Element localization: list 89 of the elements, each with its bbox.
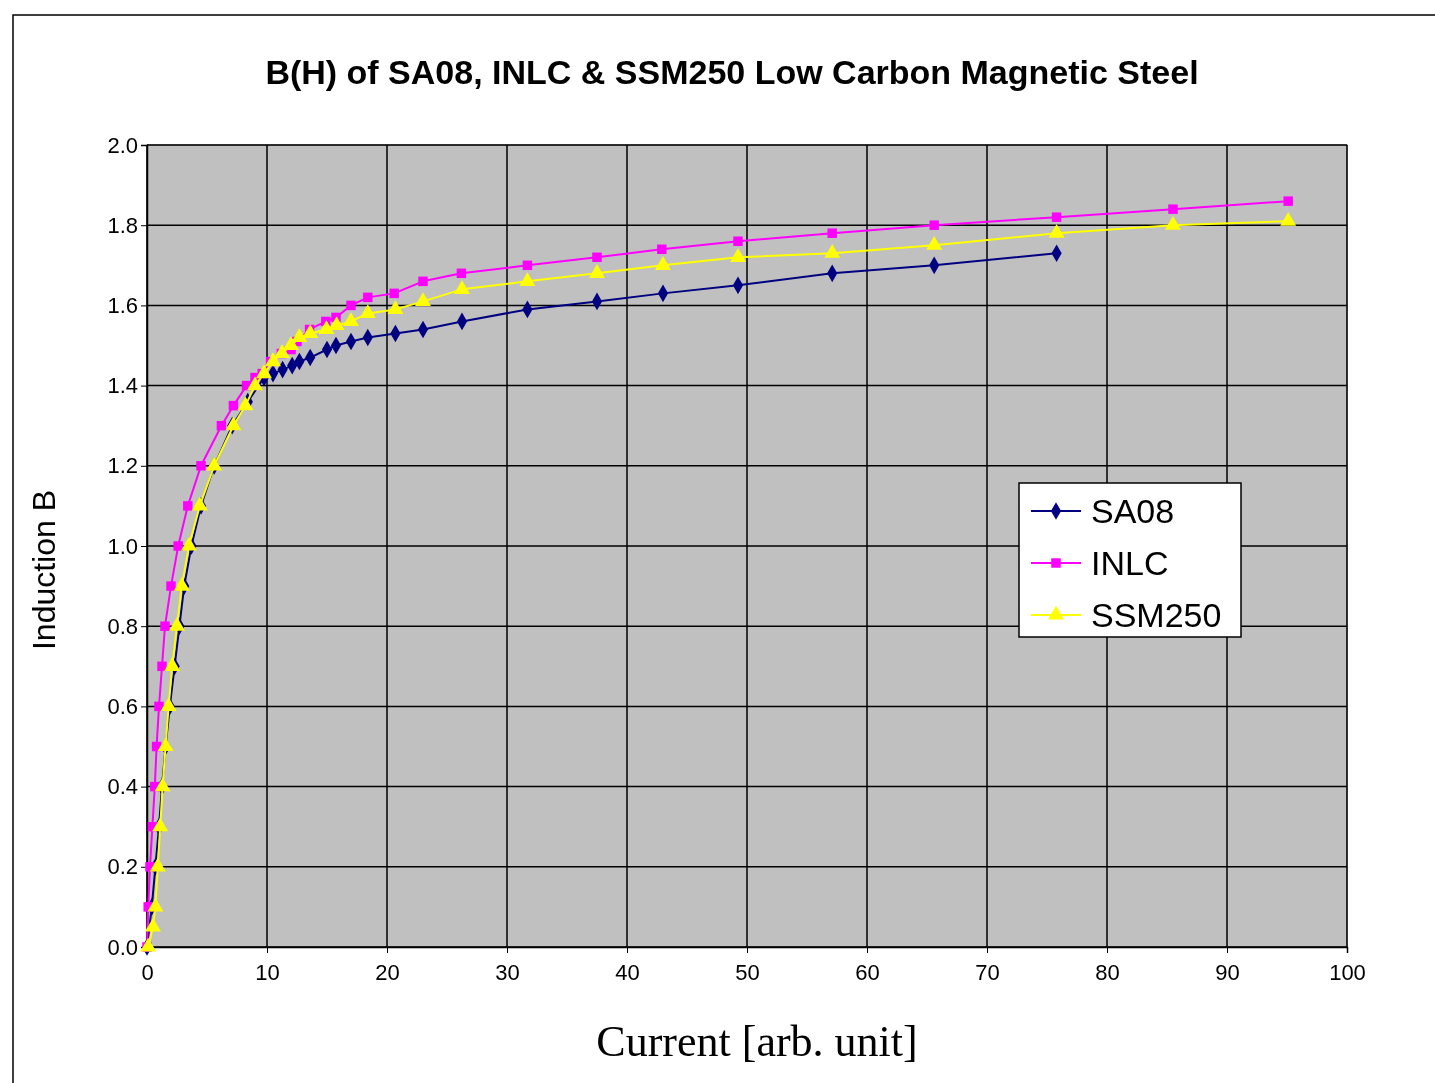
x-tick-label: 60 <box>855 960 880 986</box>
point <box>1165 216 1181 230</box>
point <box>389 288 399 299</box>
point <box>1051 212 1062 222</box>
point <box>655 256 671 270</box>
point <box>827 228 837 238</box>
point <box>256 364 272 379</box>
x-tick-label: 10 <box>255 960 280 986</box>
point <box>346 300 356 311</box>
x-tick-label: 50 <box>735 960 760 986</box>
x-axis-title: Current [arb. unit] <box>596 1017 918 1066</box>
point <box>145 917 161 932</box>
y-tick-label: 0.4 <box>107 774 138 800</box>
x-tick-label: 0 <box>141 960 154 986</box>
x-tick-label: 40 <box>615 960 640 986</box>
point <box>181 536 197 551</box>
point <box>140 937 157 952</box>
point <box>824 244 841 258</box>
point <box>415 292 431 306</box>
y-tick-label: 0.6 <box>107 693 138 719</box>
point <box>183 501 193 511</box>
y-axis-title: Induction B <box>26 489 62 651</box>
x-tick-label: 20 <box>375 960 400 986</box>
y-tick-label: 0.8 <box>107 613 138 639</box>
y-tick-label: 2.0 <box>107 132 138 158</box>
point <box>359 304 376 319</box>
point <box>191 496 208 511</box>
point <box>157 661 167 672</box>
legend-label: SSM250 <box>1091 596 1222 634</box>
point <box>228 400 239 411</box>
point <box>206 456 223 471</box>
point <box>929 220 939 230</box>
point <box>157 737 174 752</box>
point <box>454 280 470 294</box>
point <box>166 581 176 591</box>
point <box>247 376 263 391</box>
point <box>160 697 177 711</box>
point <box>926 236 943 250</box>
point <box>196 461 206 471</box>
x-tick-label: 100 <box>1329 960 1366 986</box>
point <box>274 344 290 359</box>
point <box>149 857 166 872</box>
point <box>1283 196 1293 206</box>
point <box>733 236 743 246</box>
point <box>730 248 746 262</box>
y-tick-label: 1.0 <box>107 533 138 559</box>
point <box>302 324 319 339</box>
point <box>418 276 428 287</box>
point <box>265 352 281 367</box>
point <box>173 541 183 551</box>
point <box>1280 211 1297 226</box>
point <box>328 316 345 331</box>
point <box>160 621 170 631</box>
point <box>147 897 164 912</box>
chart-title: B(H) of SA08, INLC & SSM250 Low Carbon Magnetic Steel <box>265 53 1199 91</box>
point <box>318 320 335 335</box>
point <box>169 617 185 631</box>
legend-label: INLC <box>1091 544 1169 582</box>
y-tick-label: 1.6 <box>107 292 138 318</box>
point <box>657 244 667 254</box>
point <box>291 328 308 343</box>
y-tick-label: 1.4 <box>107 373 138 399</box>
point <box>216 420 227 431</box>
point <box>1168 204 1178 214</box>
point <box>173 576 190 591</box>
y-tick-label: 1.8 <box>107 212 138 238</box>
x-tick-label: 70 <box>975 960 1000 986</box>
y-tick-label: 0.0 <box>107 934 138 960</box>
x-tick-label: 80 <box>1095 960 1120 986</box>
y-tick-label: 0.2 <box>107 854 138 880</box>
point <box>592 252 602 263</box>
point <box>283 336 299 351</box>
point <box>343 312 359 327</box>
point <box>164 657 181 671</box>
point <box>522 260 533 271</box>
point <box>519 272 536 286</box>
x-tick-label: 90 <box>1215 960 1240 986</box>
point <box>154 777 171 792</box>
point <box>456 268 467 279</box>
legend-label: SA08 <box>1091 492 1175 530</box>
x-tick-label: 30 <box>495 960 520 986</box>
y-tick-label: 1.2 <box>107 453 138 479</box>
point <box>152 817 169 832</box>
point <box>589 264 605 278</box>
point <box>237 396 254 411</box>
point <box>387 300 404 315</box>
point <box>225 416 242 431</box>
point <box>363 292 373 303</box>
point <box>1048 224 1065 238</box>
